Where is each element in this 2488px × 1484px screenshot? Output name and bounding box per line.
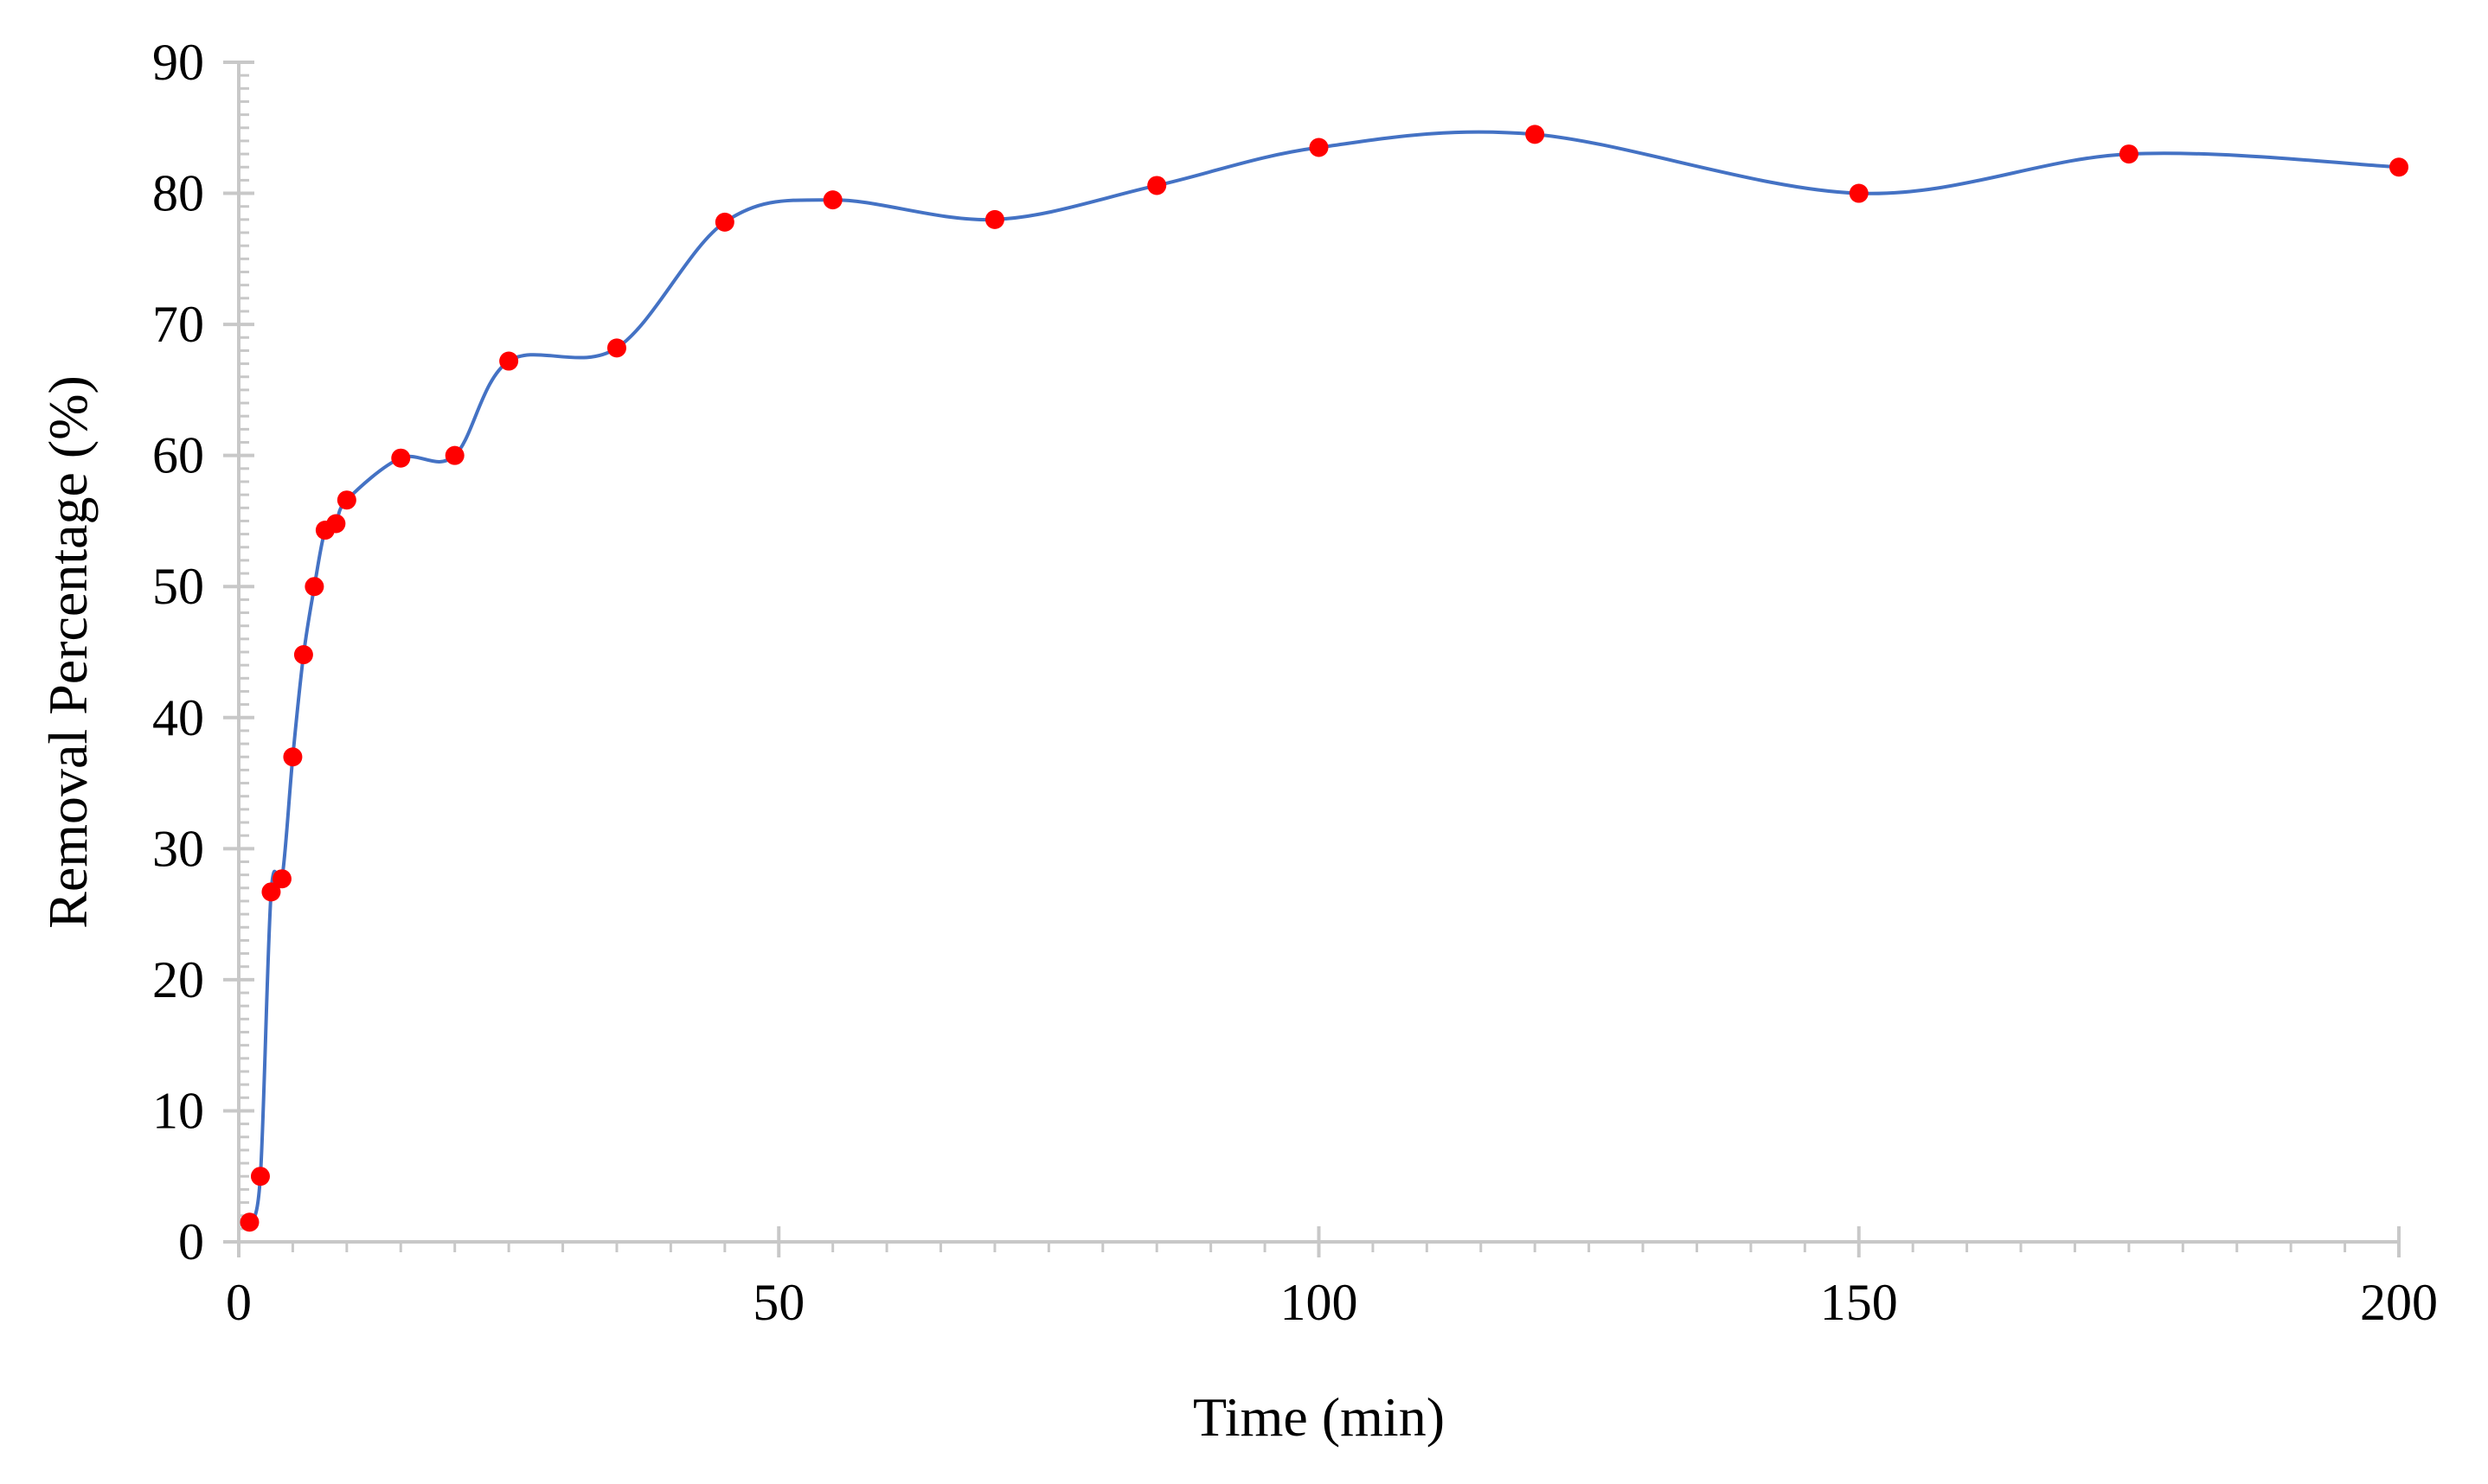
- data-point: [337, 490, 356, 510]
- data-point: [305, 577, 324, 597]
- data-point: [272, 869, 292, 889]
- x-axis-title: Time (min): [1193, 1386, 1445, 1448]
- data-point: [1147, 176, 1167, 195]
- x-tick-label: 100: [1280, 1274, 1358, 1331]
- data-point: [984, 209, 1004, 229]
- x-tick-labels: 0 50 100 150 200: [226, 1274, 2438, 1331]
- data-point: [2119, 144, 2139, 164]
- data-point: [293, 645, 313, 665]
- minor-ticks: [237, 61, 2401, 1252]
- y-tick-label: 70: [152, 296, 204, 353]
- data-point: [2389, 157, 2408, 177]
- data-point: [1849, 183, 1869, 203]
- x-tick-label: 50: [753, 1274, 805, 1331]
- data-point: [715, 212, 734, 232]
- y-tick-label: 20: [152, 951, 204, 1008]
- y-axis-title: Removal Percentage (%): [37, 375, 99, 929]
- y-tick-label: 40: [152, 689, 204, 746]
- y-tick-label: 90: [152, 34, 204, 91]
- x-tick-label: 200: [2360, 1274, 2438, 1331]
- data-point: [499, 351, 519, 371]
- data-point: [1525, 125, 1545, 144]
- data-point: [250, 1167, 270, 1187]
- data-point: [445, 445, 465, 465]
- series-markers: [240, 125, 2408, 1232]
- y-tick-labels: 0 10 20 30 40 50 60 70 80 90: [152, 34, 204, 1270]
- series-line: [247, 130, 2400, 1223]
- data-point: [326, 514, 346, 534]
- data-point: [823, 190, 843, 210]
- data-point: [391, 448, 411, 468]
- y-tick-label: 60: [152, 427, 204, 484]
- data-point: [240, 1212, 260, 1232]
- data-point: [1309, 138, 1329, 157]
- x-tick-label: 0: [226, 1274, 252, 1331]
- data-point: [606, 338, 626, 358]
- y-tick-label: 50: [152, 558, 204, 615]
- y-tick-label: 0: [178, 1213, 204, 1270]
- data-point: [261, 882, 281, 902]
- y-tick-label: 80: [152, 165, 204, 222]
- y-tick-label: 10: [152, 1082, 204, 1139]
- data-point: [283, 747, 303, 767]
- major-ticks: [223, 61, 2401, 1257]
- x-tick-label: 150: [1820, 1274, 1898, 1331]
- y-tick-label: 30: [152, 820, 204, 877]
